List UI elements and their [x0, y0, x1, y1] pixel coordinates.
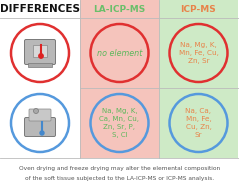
Text: DIFFERENCES: DIFFERENCES — [0, 4, 80, 14]
Text: Oven drying and freeze drying may alter the elemental composition: Oven drying and freeze drying may alter … — [19, 166, 220, 171]
Text: Na, Mg, K,
Ca, Mn, Cu,
Zn, Sr, P,
S, Cl: Na, Mg, K, Ca, Mn, Cu, Zn, Sr, P, S, Cl — [99, 108, 140, 138]
FancyBboxPatch shape — [25, 118, 55, 136]
Circle shape — [39, 54, 43, 58]
FancyBboxPatch shape — [159, 0, 238, 158]
Text: no element: no element — [97, 49, 142, 57]
Text: ICP-MS: ICP-MS — [181, 5, 216, 13]
Text: Na, Ca,
Mn, Fe,
Cu, Zn,
Sr: Na, Ca, Mn, Fe, Cu, Zn, Sr — [185, 108, 212, 138]
Text: of the soft tissue subjected to the LA-ICP-MS or ICP-MS analysis.: of the soft tissue subjected to the LA-I… — [25, 176, 214, 181]
FancyBboxPatch shape — [25, 40, 55, 64]
FancyBboxPatch shape — [80, 0, 159, 158]
Text: LA-ICP-MS: LA-ICP-MS — [93, 5, 146, 13]
Text: Na, Mg, K,
Mn, Fe, Cu,
Zn, Sr: Na, Mg, K, Mn, Fe, Cu, Zn, Sr — [179, 42, 218, 64]
FancyBboxPatch shape — [33, 45, 47, 57]
Circle shape — [40, 131, 44, 135]
FancyBboxPatch shape — [28, 63, 52, 67]
FancyBboxPatch shape — [29, 109, 51, 121]
Circle shape — [33, 108, 38, 114]
